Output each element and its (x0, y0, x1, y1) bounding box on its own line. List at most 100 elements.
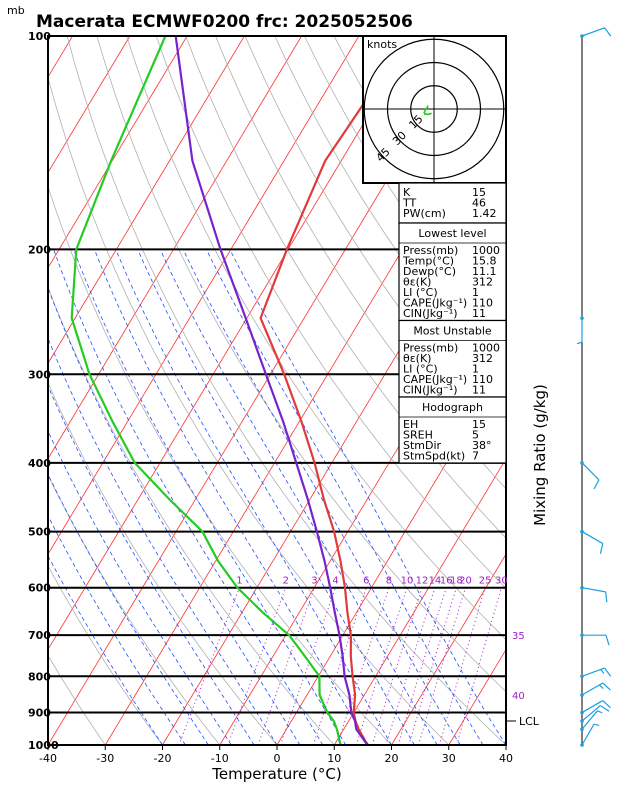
moist-adiabat-line (137, 249, 415, 745)
stats-row-value: 11 (472, 384, 486, 397)
parcel-profile (174, 36, 369, 745)
hodograph-trace (423, 105, 432, 116)
isotherm-line (162, 171, 506, 745)
stats-row-value: 15 (472, 186, 486, 199)
wind-barb-flag (605, 635, 610, 646)
mixing-ratio-label: 25 (479, 576, 492, 587)
wind-barb-flag (600, 669, 605, 674)
mixing-ratio-label: 1 (236, 576, 242, 587)
stats-section-title: Lowest level (418, 227, 486, 240)
theta-label: 40 (512, 691, 525, 702)
stats-row-label: StmDir (403, 439, 442, 452)
dry-adiabat-line (48, 564, 163, 745)
wind-barb-shaft (581, 710, 598, 730)
moist-adiabat-line (115, 249, 392, 745)
wind-barb-flag (576, 341, 583, 345)
stats-row-value: 1 (472, 286, 479, 299)
profile-lines (70, 36, 411, 745)
stats-row-label: SREH (403, 429, 433, 442)
stats-row-label: θε(K) (403, 276, 431, 289)
temperature-tick-label: -40 (39, 752, 57, 765)
wind-barb (580, 461, 600, 490)
isotherm-line (391, 553, 506, 745)
moist-adiabat-line (206, 249, 484, 745)
dry-adiabat-line (66, 36, 506, 745)
stats-row-value: 46 (472, 197, 486, 210)
stats-row-label: PW(cm) (403, 207, 446, 220)
mixing-ratio-label: 18 (450, 576, 463, 587)
temperature-tick-label: 0 (274, 752, 281, 765)
isotherm-line (48, 36, 302, 460)
wind-barb-shaft (581, 27, 605, 37)
wind-barb (580, 700, 611, 715)
stats-box (398, 319, 507, 398)
stats-row-label: Dewp(°C) (403, 265, 456, 278)
dry-adiabat-line (155, 36, 506, 589)
moist-adiabat-line (48, 473, 209, 745)
wind-barb (580, 529, 604, 554)
pressure-tick-label: 200 (28, 243, 51, 256)
temperature-profile (259, 36, 411, 745)
pressure-tick-label: 900 (28, 707, 51, 720)
pressure-tick-label: 500 (28, 526, 51, 539)
moist-adiabat-line (48, 385, 255, 745)
stats-row-label: CIN(Jkg⁻¹) (403, 384, 458, 397)
isotherm-line (48, 36, 417, 651)
mixing-ratio-label: 16 (440, 576, 453, 587)
stats-section-title: Hodograph (422, 401, 483, 414)
stats-row-value: 38° (472, 439, 492, 452)
wind-barb-column (576, 27, 612, 747)
mixing-ratio-label: 10 (401, 576, 414, 587)
pressure-tick-label: 700 (28, 629, 51, 642)
pressure-tick-label: 100 (28, 30, 51, 43)
stats-row-value: 312 (472, 276, 493, 289)
mixing-ratio-label: 4 (332, 576, 338, 587)
wind-barb-flag (602, 682, 611, 691)
wind-barb (576, 316, 584, 345)
wind-barb-flag (602, 700, 611, 709)
stats-row-label: LI (°C) (403, 363, 438, 376)
wind-barb-flag (600, 705, 610, 712)
stats-row-label: K (403, 186, 411, 199)
hodograph-ring (410, 85, 458, 133)
stats-row-value: 15.8 (472, 255, 497, 268)
dry-adiabat-line (48, 185, 392, 745)
stats-row-label: StmSpd(kt) (403, 450, 465, 463)
moist-adiabat-line (48, 430, 232, 745)
moist-adiabat-line (159, 249, 438, 745)
dry-adiabat-line (48, 474, 221, 745)
mixing-ratio-label: 8 (386, 576, 392, 587)
temperature-tick-labels: -40 -30 -20 -10 0 10 20 30 40 (39, 745, 513, 765)
moist-adiabat-line (182, 249, 461, 745)
stats-section-title: Most Unstable (413, 325, 492, 338)
mixing-ratio-line (227, 587, 287, 745)
isotherm-line (48, 36, 360, 555)
mixing-ratio-label: 14 (429, 576, 442, 587)
wind-barb (580, 710, 603, 732)
wind-barb (580, 667, 612, 679)
mixing-ratio-label: 3 (311, 576, 317, 587)
wind-barb-shaft (581, 700, 604, 714)
isotherm-line (48, 36, 188, 269)
stats-row-label: Press(mb) (403, 342, 458, 355)
stats-row-label: CAPE(Jkg⁻¹) (403, 297, 467, 310)
dry-adiabat-line (48, 381, 278, 745)
wind-barb-shaft (581, 705, 601, 722)
stats-row-value: 7 (472, 450, 479, 463)
mixing-ratio-label: 2 (283, 576, 289, 587)
pressure-tick-label: 300 (28, 368, 51, 381)
stats-row-label: EH (403, 418, 418, 431)
wind-barb (580, 633, 610, 646)
isotherm-line (48, 36, 245, 365)
pressure-tick-label: 800 (28, 670, 51, 683)
mixing-ratio-label: 12 (416, 576, 429, 587)
stats-row-value: 110 (472, 297, 493, 310)
wind-barb-flag (604, 27, 612, 37)
dry-adiabat-line (185, 36, 506, 539)
wind-barb-shaft (581, 462, 600, 481)
stats-row-value: 15 (472, 418, 486, 431)
hodograph-unit-label: knots (367, 38, 397, 51)
stats-row-label: CIN(Jkg⁻¹) (403, 307, 458, 320)
